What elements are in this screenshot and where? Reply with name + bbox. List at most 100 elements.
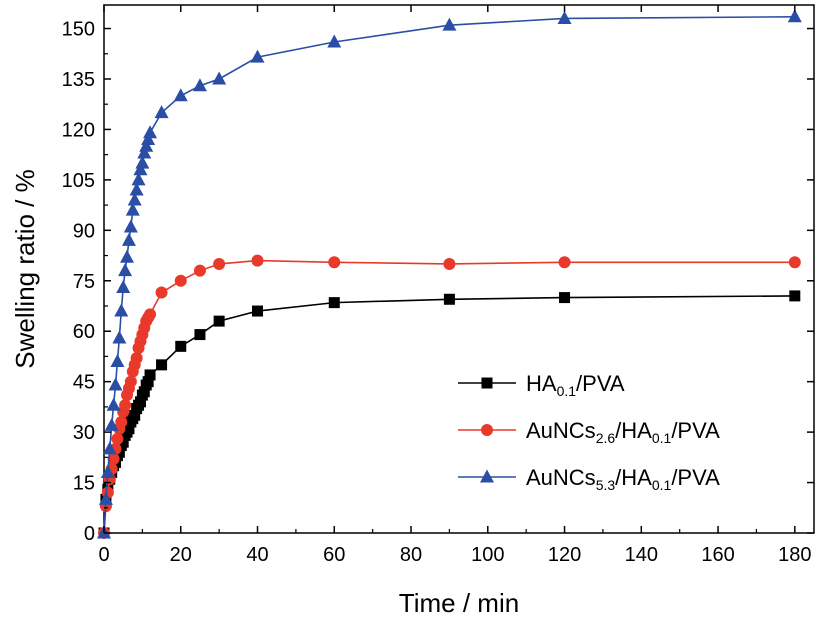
data-point-square <box>328 297 340 309</box>
data-point-triangle <box>110 353 125 367</box>
data-point-triangle <box>135 155 150 169</box>
data-point-circle <box>107 453 120 466</box>
data-point-square <box>142 376 154 388</box>
data-point-square <box>123 423 135 435</box>
y-tick-label: 75 <box>73 271 95 293</box>
data-point-triangle <box>120 249 135 263</box>
data-point-triangle <box>100 464 115 478</box>
data-point-square <box>194 329 206 341</box>
x-tick-label: 140 <box>625 544 658 566</box>
data-point-triangle <box>143 125 158 139</box>
data-point-triangle <box>557 10 572 24</box>
data-point-circle <box>144 308 157 321</box>
plot-area <box>103 4 815 534</box>
data-point-square <box>559 292 571 304</box>
data-point-triangle <box>123 219 138 233</box>
y-axis-title: Swelling ratio / % <box>10 169 40 368</box>
data-point-circle <box>130 352 143 365</box>
data-point-triangle <box>212 71 227 85</box>
data-point-circle <box>111 432 124 445</box>
data-point-circle <box>788 256 801 269</box>
data-point-circle <box>558 256 571 269</box>
data-point-triangle <box>129 182 144 196</box>
series-layer <box>97 9 802 539</box>
x-tick-label: 120 <box>548 544 581 566</box>
legend: HA0.1/PVA AuNCs2.6/HA0.1/PVA AuNCs5.3/HA0.… <box>458 371 720 493</box>
y-tick-label: 105 <box>62 170 95 192</box>
series-line <box>103 295 795 534</box>
data-point-circle <box>213 257 226 270</box>
data-point-circle <box>174 274 187 287</box>
data-point-triangle <box>118 263 133 277</box>
y-tick-label: 0 <box>84 523 95 545</box>
data-point-triangle <box>108 377 123 391</box>
data-point-triangle <box>125 202 140 216</box>
data-point-circle <box>443 257 456 270</box>
data-point-triangle <box>250 49 265 63</box>
data-point-triangle <box>192 78 207 92</box>
x-tick-label: 40 <box>246 544 268 566</box>
x-tick-label: 180 <box>778 544 811 566</box>
data-point-square <box>134 396 146 408</box>
data-point-circle <box>119 399 132 412</box>
series-line <box>103 15 795 534</box>
data-point-triangle <box>787 9 802 23</box>
series-triangle <box>97 9 802 539</box>
data-point-triangle <box>327 34 342 48</box>
axes-layer: 0 20 40 60 80 100 120 140 160 180 0 15 30 45 60 75 90 105… <box>62 5 814 566</box>
y-tick-label: 60 <box>73 321 95 343</box>
data-point-circle <box>328 256 341 269</box>
y-tick-label: 135 <box>62 69 95 91</box>
y-tick-label: 45 <box>73 372 95 394</box>
data-point-square <box>175 340 187 352</box>
y-tick-label: 15 <box>73 473 95 495</box>
plot-frame <box>103 4 815 534</box>
legend-entry: HA0.1/PVA <box>458 371 625 399</box>
data-point-circle <box>124 375 137 388</box>
data-point-triangle <box>173 88 188 102</box>
data-point-triangle <box>127 192 142 206</box>
data-point-square <box>789 290 801 302</box>
legend-label: HA0.1/PVA <box>526 371 625 399</box>
data-point-square <box>213 315 225 327</box>
y-tick-label: 120 <box>62 119 95 141</box>
data-point-triangle <box>139 138 154 152</box>
data-point-circle <box>193 264 206 277</box>
data-point-circle <box>251 254 264 267</box>
series-square <box>98 290 801 539</box>
data-point-triangle <box>131 172 146 186</box>
data-point-square <box>144 369 156 381</box>
legend-entry: AuNCs5.3/HA0.1/PVA <box>458 465 720 493</box>
legend-label: AuNCs5.3/HA0.1/PVA <box>526 465 720 493</box>
data-point-triangle <box>141 132 156 146</box>
data-point-square <box>156 359 168 371</box>
data-point-square <box>138 386 150 398</box>
data-point-square <box>252 305 264 317</box>
x-tick-label: 160 <box>701 544 734 566</box>
data-point-square <box>129 409 141 421</box>
data-point-triangle <box>154 105 169 119</box>
data-point-circle <box>115 416 128 429</box>
data-point-triangle <box>116 279 131 293</box>
legend-entry: AuNCs2.6/HA0.1/PVA <box>458 418 720 446</box>
data-point-triangle <box>114 303 129 317</box>
data-point-square <box>117 436 129 448</box>
data-point-circle <box>155 286 168 299</box>
data-point-triangle <box>442 17 457 31</box>
data-point-triangle <box>104 417 119 431</box>
y-tick-label: 90 <box>73 220 95 242</box>
x-tick-label: 60 <box>323 544 345 566</box>
x-tick-label: 100 <box>471 544 504 566</box>
x-axis-title: Time / min <box>399 588 519 618</box>
data-point-triangle <box>112 330 127 344</box>
data-point-square <box>481 377 493 389</box>
data-point-triangle <box>106 397 121 411</box>
data-point-triangle <box>98 491 113 505</box>
x-tick-label: 0 <box>98 544 109 566</box>
data-point-circle <box>481 424 493 436</box>
data-point-triangle <box>137 145 152 159</box>
data-point-triangle <box>121 232 136 246</box>
y-tick-label: 30 <box>73 422 95 444</box>
legend-label: AuNCs2.6/HA0.1/PVA <box>526 418 720 446</box>
data-point-triangle <box>480 469 494 483</box>
